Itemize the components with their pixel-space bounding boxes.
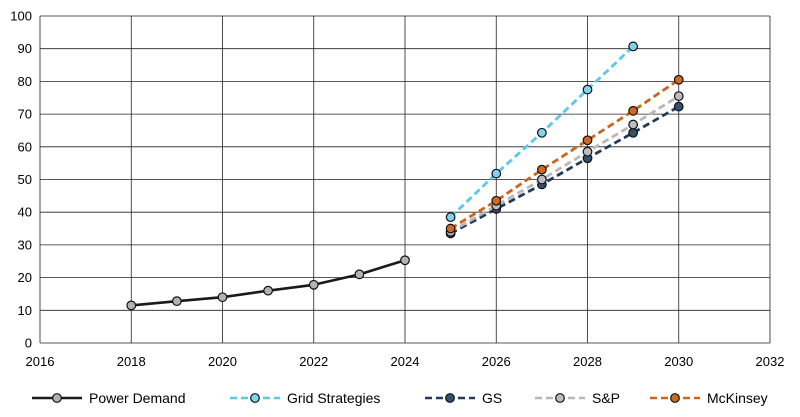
data-point — [582, 135, 593, 146]
x-tick-label: 2016 — [26, 354, 55, 369]
x-tick-label: 2028 — [573, 354, 602, 369]
series-line — [449, 78, 680, 230]
x-tick-label: 2022 — [299, 354, 328, 369]
y-tick-label: 60 — [18, 139, 32, 154]
series — [126, 41, 684, 311]
x-tick-label: 2018 — [117, 354, 146, 369]
data-point — [582, 146, 593, 157]
data-point — [354, 269, 365, 280]
y-tick-label: 70 — [18, 107, 32, 122]
y-tick-label: 20 — [18, 270, 32, 285]
data-point — [582, 84, 593, 95]
data-point — [217, 292, 228, 303]
legend-label: Grid Strategies — [287, 390, 380, 406]
data-point — [628, 41, 639, 52]
series-line — [449, 94, 680, 234]
data-point — [628, 119, 639, 130]
x-tick-label: 2026 — [482, 354, 511, 369]
x-tick-label: 2030 — [664, 354, 693, 369]
legend: Power Demand Grid Strategies GS S&P McKinsey — [32, 390, 768, 406]
data-point — [445, 223, 456, 234]
data-point — [491, 168, 502, 179]
legend-swatch-marker — [555, 393, 565, 403]
data-point — [536, 164, 547, 175]
data-point — [536, 127, 547, 138]
data-point — [673, 91, 684, 102]
data-point — [445, 212, 456, 223]
data-point — [126, 300, 137, 311]
legend-swatch-marker — [52, 393, 62, 403]
data-point — [491, 195, 502, 206]
legend-label: GS — [482, 390, 502, 406]
x-tick-label: 2020 — [208, 354, 237, 369]
legend-label: S&P — [592, 390, 620, 406]
data-point — [673, 74, 684, 85]
data-point — [673, 101, 684, 112]
data-point — [400, 255, 410, 266]
series-line — [131, 259, 406, 307]
legend-swatch-marker — [445, 393, 455, 403]
legend-swatch-marker — [250, 393, 260, 403]
legend-swatch-marker — [670, 393, 680, 403]
y-tick-label: 80 — [18, 74, 32, 89]
y-tick-label: 30 — [18, 237, 32, 252]
data-point — [171, 296, 182, 307]
y-tick-label: 0 — [25, 336, 32, 351]
legend-label: Power Demand — [89, 390, 186, 406]
y-tick-label: 90 — [18, 41, 32, 56]
data-point — [536, 174, 547, 185]
data-point — [628, 105, 639, 116]
legend-label: McKinsey — [707, 390, 768, 406]
data-point — [263, 285, 274, 296]
y-tick-label: 40 — [18, 205, 32, 220]
series-line — [449, 105, 680, 235]
x-tick-label: 2024 — [391, 354, 420, 369]
y-tick-label: 50 — [18, 172, 32, 187]
data-point — [308, 279, 319, 290]
y-tick-label: 100 — [10, 9, 32, 24]
y-tick-label: 10 — [18, 303, 32, 318]
data-point — [628, 127, 639, 138]
grid — [39, 15, 771, 344]
x-tick-label: 2032 — [756, 354, 785, 369]
